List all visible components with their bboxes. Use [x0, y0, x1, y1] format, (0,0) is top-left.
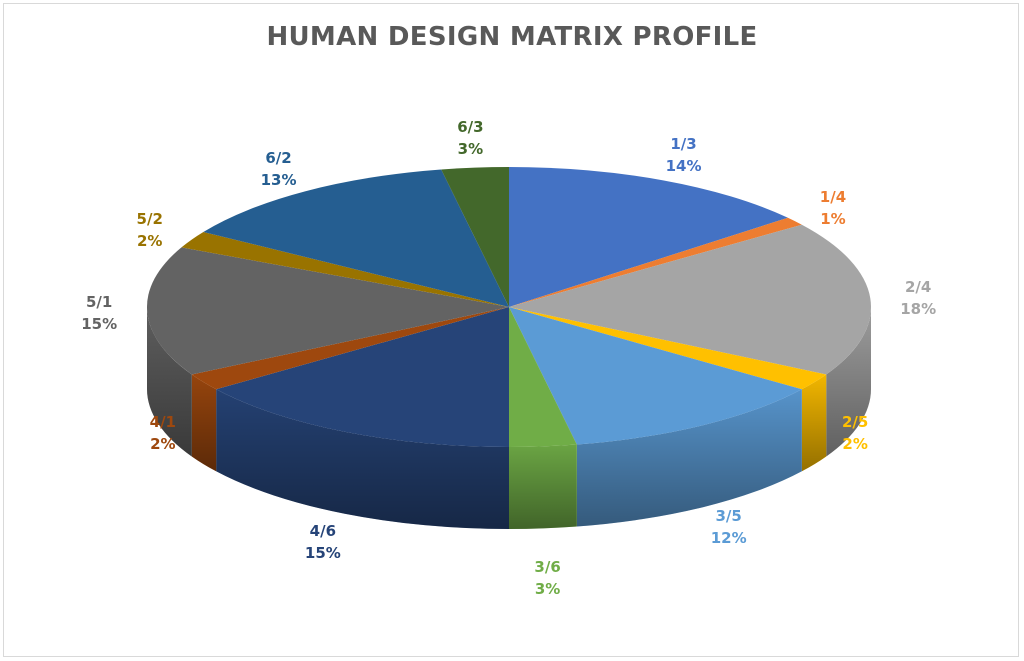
data-label-percent: 3% — [457, 139, 484, 158]
data-label-percent: 1% — [820, 209, 846, 228]
pie-chart — [146, 166, 872, 529]
pie-slice-6-3[interactable] — [441, 167, 509, 307]
data-label-percent: 14% — [665, 156, 702, 175]
data-label-category: 4/6 — [309, 522, 337, 541]
data-label-category: 3/6 — [534, 558, 561, 577]
data-label-percent: 18% — [900, 299, 937, 318]
data-label-percent: 2% — [842, 434, 868, 453]
pie-slice-6-2[interactable] — [203, 169, 509, 307]
data-label-percent: 15% — [304, 544, 341, 563]
data-label-percent: 2% — [136, 232, 163, 251]
pie-slice-4-1[interactable] — [191, 307, 509, 390]
data-label-category: 4/1 — [149, 412, 176, 431]
pie-slice-side-shade — [216, 389, 509, 529]
data-label-percent: 3% — [534, 580, 561, 599]
data-label-5-1: 5/1 15% — [81, 291, 117, 335]
pie-slice-side-shade — [147, 307, 192, 457]
data-label-2-5: 2/5 2% — [842, 411, 868, 455]
data-label-category: 2/5 — [841, 412, 869, 431]
data-label-percent: 2% — [150, 434, 176, 453]
pie-slice-2-5[interactable] — [509, 307, 827, 390]
data-label-4-6: 4/6 15% — [305, 520, 341, 564]
data-label-category: 2/4 — [905, 277, 932, 296]
data-label-category: 5/2 — [136, 210, 163, 229]
data-label-3-5: 3/5 12% — [711, 505, 747, 549]
pie-slice-side-shade — [826, 307, 871, 457]
pie-slice-5-2[interactable] — [181, 231, 509, 307]
data-label-4-1: 4/1 2% — [150, 411, 176, 455]
pie-slice-4-6[interactable] — [216, 307, 509, 447]
data-label-category: 1/4 — [819, 187, 847, 206]
pie-slice-5-1[interactable] — [146, 247, 509, 375]
chart-area: HUMAN DESIGN MATRIX PROFILE 1/3 14% 1/4 1% 2… — [3, 3, 1019, 657]
data-label-5-2: 5/2 2% — [137, 208, 163, 252]
chart-title: HUMAN DESIGN MATRIX PROFILE — [266, 22, 758, 52]
pie-slice-1-3[interactable] — [509, 166, 788, 307]
data-label-1-4: 1/4 1% — [820, 186, 846, 230]
data-label-percent: 15% — [81, 315, 118, 334]
pie-slice-side-shade — [191, 374, 217, 472]
data-label-category: 6/2 — [265, 149, 292, 168]
pie-slice-2-4[interactable] — [509, 224, 872, 375]
data-label-6-3: 6/3 3% — [457, 116, 483, 160]
data-label-percent: 13% — [260, 171, 297, 190]
data-label-2-4: 2/4 18% — [900, 276, 936, 320]
pie-slice-3-6[interactable] — [509, 307, 577, 447]
pie-slice-3-5[interactable] — [509, 307, 802, 445]
data-label-1-3: 1/3 14% — [666, 133, 702, 177]
data-label-category: 1/3 — [670, 134, 697, 153]
data-label-category: 5/1 — [86, 293, 113, 312]
pie-slice-side-shade — [576, 389, 802, 527]
data-label-percent: 12% — [710, 528, 747, 547]
data-label-category: 6/3 — [457, 117, 484, 136]
data-label-6-2: 6/2 13% — [261, 147, 297, 191]
data-label-category: 3/5 — [715, 506, 742, 525]
pie-slice-side-shade — [801, 374, 827, 472]
pie-slice-side-shade — [509, 444, 577, 529]
data-label-3-6: 3/6 3% — [534, 556, 560, 600]
pie-slice-1-4[interactable] — [509, 217, 802, 307]
